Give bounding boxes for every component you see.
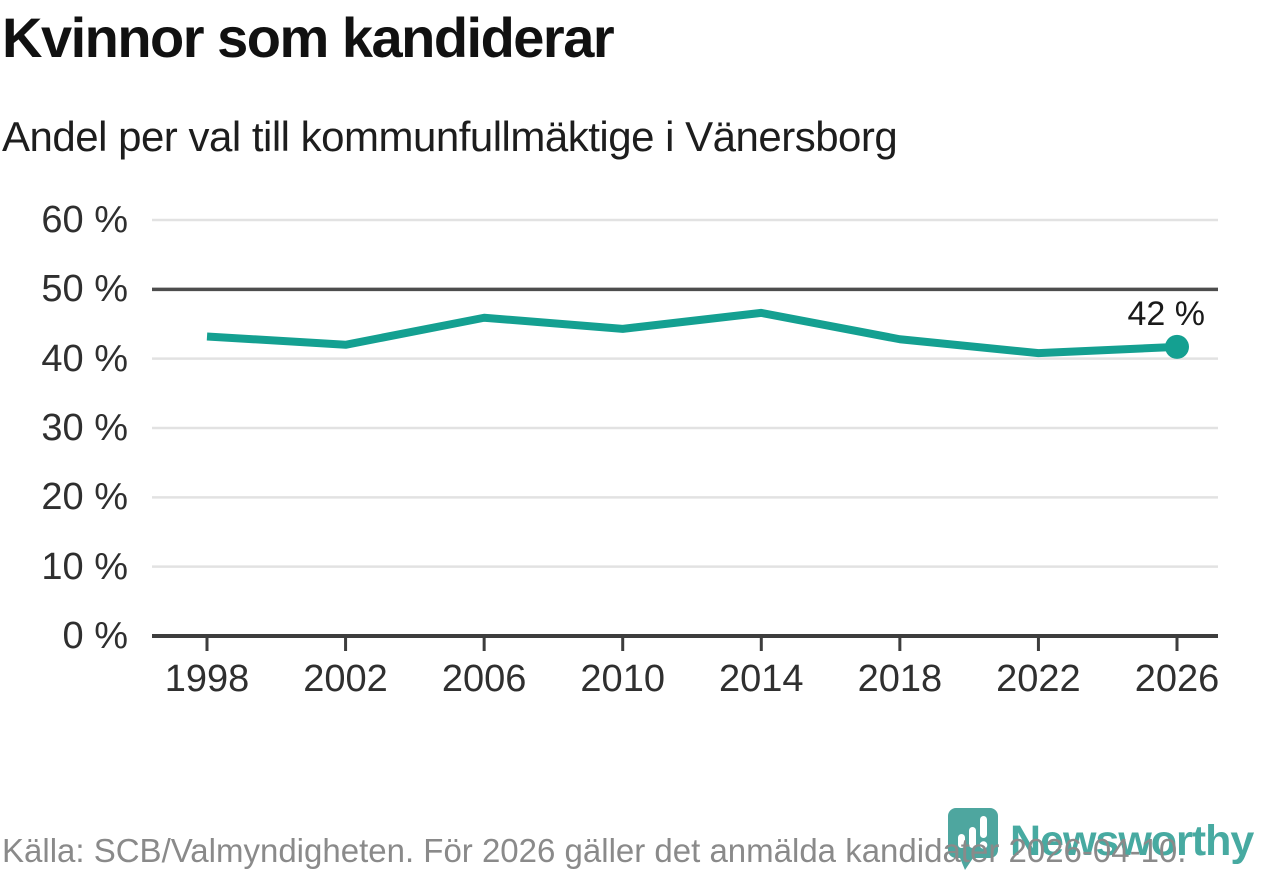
x-tick-label-2022: 2022: [996, 658, 1081, 700]
x-tick-label-1998: 1998: [164, 658, 250, 700]
x-tick-label-2026: 2026: [1134, 658, 1220, 700]
end-value-label: 42 %: [1127, 295, 1206, 333]
y-tick-label-50: 50 %: [41, 268, 128, 311]
y-tick-label-20: 20 %: [41, 476, 128, 519]
x-tick-label-2018: 2018: [857, 658, 943, 700]
y-tick-label-0: 0 %: [62, 615, 128, 657]
y-tick-label-60: 60 %: [41, 199, 128, 241]
x-tick-label-2014: 2014: [719, 658, 804, 700]
y-tick-label-10: 10 %: [41, 545, 128, 588]
chart-subtitle: Andel per val till kommunfullmäktige i V…: [2, 113, 898, 160]
x-tick-label-2002: 2002: [303, 658, 388, 700]
x-tick-label-2006: 2006: [441, 658, 527, 700]
y-tick-label-30: 30 %: [41, 407, 128, 449]
chart-title: Kvinnor som kandiderar: [2, 6, 615, 69]
brand-wordmark: Newsworthy: [1010, 817, 1254, 865]
source-note: Källa: SCB/Valmyndigheten. För 2026 gäll…: [2, 832, 1187, 870]
newsworthy-brand: Newsworthy: [946, 806, 1254, 872]
data-line: [206, 308, 1178, 358]
y-tick-label-40: 40 %: [41, 337, 128, 380]
data-point-last: [1165, 334, 1189, 359]
newsworthy-logo-icon: [948, 808, 998, 870]
x-tick-label-2010: 2010: [580, 658, 665, 700]
